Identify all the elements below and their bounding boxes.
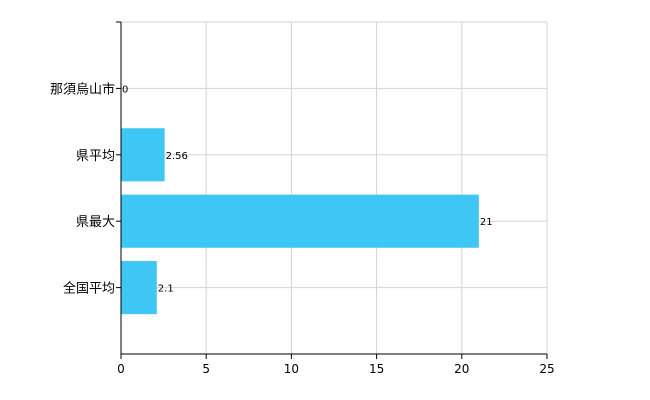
x-tick-label-0: 0 xyxy=(117,362,125,376)
bar-3 xyxy=(121,261,157,315)
bar-1 xyxy=(121,128,165,182)
x-tick-label-4: 20 xyxy=(454,362,469,376)
data-label-1: 2.56 xyxy=(166,151,188,162)
y-tick-label-0: 那須烏山市 xyxy=(50,81,115,97)
x-tick-label-2: 10 xyxy=(284,362,299,376)
data-label-2: 21 xyxy=(480,217,493,228)
label-layer: 0 那須烏山市 2.56 県平均 21 県最大 2.1 全国平均 0 5 10 15 20 25 xyxy=(50,81,555,376)
x-tick-label-5: 25 xyxy=(539,362,554,376)
data-label-0: 0 xyxy=(122,84,128,95)
y-tick-label-2: 県最大 xyxy=(76,215,115,230)
y-tick-label-1: 県平均 xyxy=(76,149,115,164)
y-tick-label-3: 全国平均 xyxy=(63,281,115,297)
bar-2 xyxy=(121,194,479,248)
bar-layer xyxy=(121,128,479,315)
data-label-3: 2.1 xyxy=(158,284,174,295)
axis-layer xyxy=(116,21,548,359)
x-tick-label-3: 15 xyxy=(369,362,384,376)
x-tick-label-1: 5 xyxy=(202,362,210,376)
grid-layer xyxy=(120,21,548,354)
